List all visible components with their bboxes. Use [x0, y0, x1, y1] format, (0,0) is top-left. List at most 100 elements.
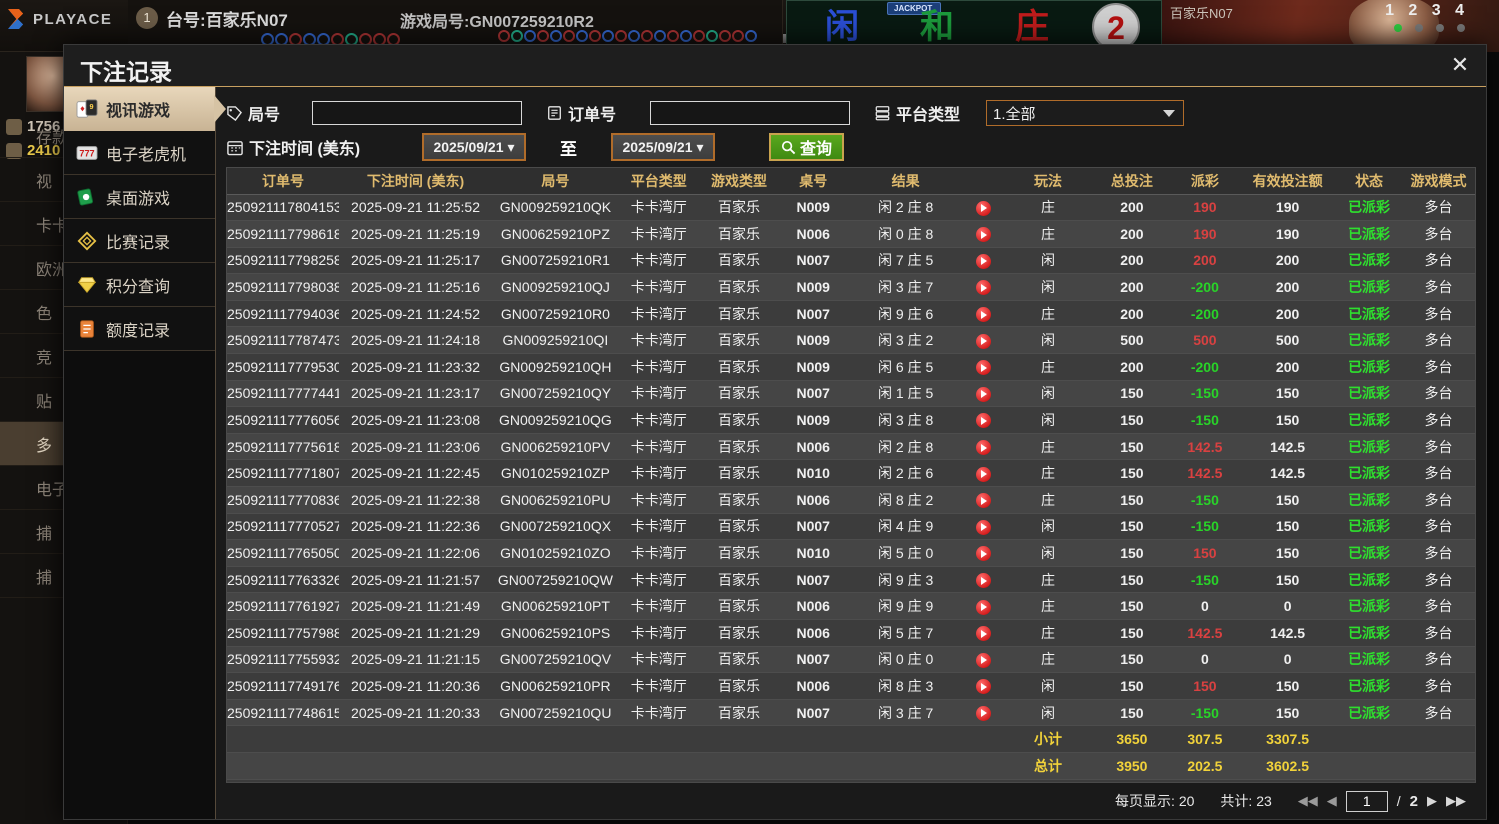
prev-page-icon[interactable]: ◀ [1326, 793, 1337, 808]
sidebar-item-tournament[interactable]: 比赛记录 [64, 219, 215, 263]
replay-icon[interactable] [976, 626, 992, 642]
replay-cell[interactable] [964, 486, 1003, 514]
bet-records-table-wrapper[interactable]: 订单号 下注时间 (美东) 局号 平台类型 游戏类型 桌号 结果 玩法 总投注 … [226, 167, 1476, 783]
table-row[interactable]: 250921117798618 2025-09-21 11:25:19 GN0062… [227, 220, 1475, 248]
th-status[interactable]: 状态 [1336, 168, 1402, 195]
replay-cell[interactable] [964, 406, 1003, 434]
replay-icon[interactable] [976, 253, 992, 269]
table-row[interactable]: 250921117804153 2025-09-21 11:25:52 GN0092… [227, 194, 1475, 222]
page-input[interactable]: 1 [1345, 790, 1388, 812]
date-from-picker[interactable]: 2025/09/21 ▾ [422, 133, 526, 161]
replay-cell[interactable] [964, 220, 1003, 248]
th-play[interactable]: 玩法 [1002, 168, 1093, 195]
table-row[interactable]: 250921117770527 2025-09-21 11:22:36 GN0072… [227, 513, 1475, 541]
table-row[interactable]: 250921117798258 2025-09-21 11:25:17 GN0072… [227, 247, 1475, 275]
sidebar-item-slots[interactable]: 777 电子老虎机 [64, 131, 215, 175]
replay-icon[interactable] [976, 307, 992, 323]
replay-icon[interactable] [976, 652, 992, 668]
th-round[interactable]: 局号 [492, 168, 619, 195]
date-to-picker[interactable]: 2025/09/21 ▾ [611, 133, 715, 161]
sidebar-item-points[interactable]: 积分查询 [64, 263, 215, 307]
replay-icon[interactable] [976, 280, 992, 296]
last-page-icon[interactable]: ▶▶ [1446, 793, 1466, 808]
replay-cell[interactable] [964, 592, 1003, 620]
payout-cell: 500 [1170, 326, 1239, 355]
platform-select[interactable]: 1.全部 [986, 100, 1184, 126]
replay-cell[interactable] [964, 247, 1003, 275]
replay-icon[interactable] [976, 573, 992, 588]
table-row[interactable]: 250921117776056 2025-09-21 11:23:08 GN0092… [227, 406, 1475, 434]
replay-cell[interactable] [964, 513, 1003, 541]
replay-cell[interactable] [964, 459, 1003, 488]
replay-icon[interactable] [976, 360, 992, 376]
next-page-icon[interactable]: ▶ [1427, 793, 1437, 808]
replay-cell[interactable] [964, 433, 1003, 461]
table-row[interactable]: 250921117777441 2025-09-21 11:23:17 GN0072… [227, 380, 1475, 408]
table-row[interactable]: 250921117761927 2025-09-21 11:21:49 GN0062… [227, 592, 1475, 620]
first-page-icon[interactable]: ◀◀ [1297, 793, 1318, 808]
payout-cell: -200 [1170, 353, 1239, 381]
replay-cell[interactable] [964, 699, 1003, 727]
table-row[interactable]: 250921117755932 2025-09-21 11:21:15 GN0072… [227, 646, 1475, 674]
replay-cell[interactable] [964, 300, 1003, 328]
replay-cell[interactable] [964, 380, 1003, 408]
sidebar-item-credit-record[interactable]: 额度记录 [64, 307, 215, 351]
table-row[interactable]: 250921117787473 2025-09-21 11:24:18 GN0092… [227, 326, 1475, 355]
order-cell: 250921117749176 [227, 672, 339, 700]
th-gametype[interactable]: 游戏类型 [698, 168, 780, 195]
table-row[interactable]: 250921117779530 2025-09-21 11:23:32 GN0092… [227, 353, 1475, 381]
replay-icon[interactable] [976, 519, 992, 535]
close-icon[interactable]: ✕ [1450, 52, 1470, 77]
order-input[interactable] [650, 101, 850, 125]
replay-icon[interactable] [976, 466, 992, 482]
dealer-camera[interactable]: 百家乐N07 1 2 3 4 [1162, 0, 1499, 52]
replay-icon[interactable] [976, 227, 992, 243]
replay-cell[interactable] [964, 619, 1003, 647]
th-mode[interactable]: 游戏模式 [1401, 168, 1475, 195]
th-order[interactable]: 订单号 [227, 168, 339, 195]
replay-icon[interactable] [976, 333, 992, 349]
replay-icon[interactable] [976, 705, 992, 721]
replay-icon[interactable] [976, 599, 992, 615]
replay-icon[interactable] [976, 200, 992, 216]
replay-cell[interactable] [964, 672, 1003, 700]
replay-icon[interactable] [976, 386, 992, 402]
bet-cell-tie[interactable]: 和 [920, 8, 954, 46]
replay-cell[interactable] [964, 326, 1003, 355]
table-row[interactable]: 250921117749176 2025-09-21 11:20:36 GN0062… [227, 672, 1475, 700]
replay-icon[interactable] [976, 679, 992, 695]
replay-icon[interactable] [976, 440, 992, 456]
brand-logo[interactable]: PLAYACE [8, 6, 128, 32]
replay-cell[interactable] [964, 353, 1003, 381]
replay-cell[interactable] [964, 273, 1003, 301]
replay-cell[interactable] [964, 566, 1003, 594]
round-input[interactable] [312, 101, 522, 125]
table-row[interactable]: 250921117770836 2025-09-21 11:22:38 GN0062… [227, 486, 1475, 514]
table-row[interactable]: 250921117765050 2025-09-21 11:22:06 GN0102… [227, 539, 1475, 567]
table-row[interactable]: 250921117771807 2025-09-21 11:22:45 GN0102… [227, 459, 1475, 488]
replay-cell[interactable] [964, 194, 1003, 222]
search-button[interactable]: 查询 [769, 133, 845, 161]
replay-cell[interactable] [964, 646, 1003, 674]
replay-icon[interactable] [976, 413, 992, 429]
th-payout[interactable]: 派彩 [1170, 168, 1239, 195]
bet-cell-banker[interactable]: 庄 [1015, 8, 1049, 46]
th-result[interactable]: 结果 [847, 168, 965, 195]
bet-cell-player[interactable]: 闲 [825, 8, 859, 46]
sidebar-item-live-casino[interactable]: 9 视讯游戏 [64, 87, 226, 131]
th-table[interactable]: 桌号 [779, 168, 848, 195]
th-valid[interactable]: 有效投注额 [1238, 168, 1337, 195]
table-row[interactable]: 250921117775618 2025-09-21 11:23:06 GN0062… [227, 433, 1475, 461]
sidebar-item-table-games[interactable]: 桌面游戏 [64, 175, 215, 219]
replay-icon[interactable] [976, 546, 992, 562]
table-row[interactable]: 250921117798038 2025-09-21 11:25:16 GN0092… [227, 273, 1475, 301]
replay-icon[interactable] [976, 493, 992, 509]
table-row[interactable]: 250921117794036 2025-09-21 11:24:52 GN0072… [227, 300, 1475, 328]
th-time[interactable]: 下注时间 (美东) [338, 168, 493, 195]
table-row[interactable]: 250921117748615 2025-09-21 11:20:33 GN0072… [227, 699, 1475, 727]
table-row[interactable]: 250921117757988 2025-09-21 11:21:29 GN0062… [227, 619, 1475, 647]
th-platform[interactable]: 平台类型 [618, 168, 699, 195]
table-row[interactable]: 250921117763326 2025-09-21 11:21:57 GN0072… [227, 566, 1475, 594]
replay-cell[interactable] [964, 539, 1003, 567]
th-bet[interactable]: 总投注 [1092, 168, 1171, 195]
